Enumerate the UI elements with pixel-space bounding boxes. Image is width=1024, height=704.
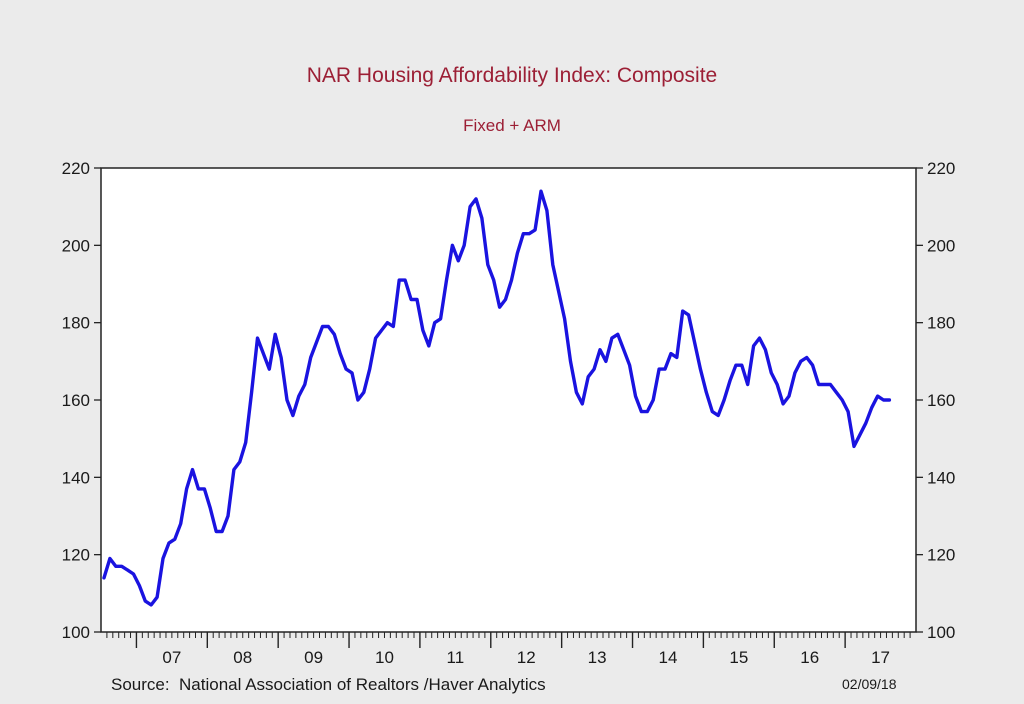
x-tick-label: 12: [517, 648, 536, 667]
x-tick-label: 16: [800, 648, 819, 667]
y-axis-left: 100 120 140 160 180 200 220: [62, 159, 101, 642]
date-stamp: 02/09/18: [842, 676, 897, 692]
y-tick-label-left: 140: [62, 468, 90, 487]
y-tick-label-left: 120: [62, 546, 90, 565]
y-tick-label-right: 140: [927, 468, 955, 487]
y-tick-label-left: 220: [62, 159, 90, 178]
x-tick-label: 17: [871, 648, 890, 667]
y-tick-label-left: 200: [62, 236, 90, 255]
x-tick-label: 14: [658, 648, 677, 667]
y-tick-label-right: 120: [927, 546, 955, 565]
plot-area: [100, 167, 917, 633]
chart-title: NAR Housing Affordability Index: Composi…: [306, 64, 718, 87]
x-tick-label: 15: [729, 648, 748, 667]
x-tick-label: 07: [162, 648, 181, 667]
series-layer: [102, 189, 892, 607]
y-tick-label-right: 200: [927, 236, 955, 255]
chart-subtitle: Fixed + ARM: [463, 116, 561, 135]
y-tick-label-right: 180: [927, 314, 955, 333]
x-tick-label: 09: [304, 648, 323, 667]
x-tick-label: 13: [588, 648, 607, 667]
y-tick-label-left: 180: [62, 314, 90, 333]
series-line: [102, 189, 892, 607]
chart-source: Source: National Association of Realtors…: [111, 675, 546, 694]
x-tick-label: 10: [375, 648, 394, 667]
y-tick-label-right: 100: [927, 623, 955, 642]
y-tick-label-left: 100: [62, 623, 90, 642]
y-tick-label-right: 220: [927, 159, 955, 178]
y-axis-right: 100 120 140 160 180 200 220: [916, 159, 955, 642]
y-tick-label-left: 160: [62, 391, 90, 410]
x-axis: 07 08 09 10 11 12 13 14 15 16 17: [106, 632, 911, 667]
x-tick-label: 08: [233, 648, 252, 667]
y-tick-label-right: 160: [927, 391, 955, 410]
x-tick-label: 11: [447, 648, 465, 667]
